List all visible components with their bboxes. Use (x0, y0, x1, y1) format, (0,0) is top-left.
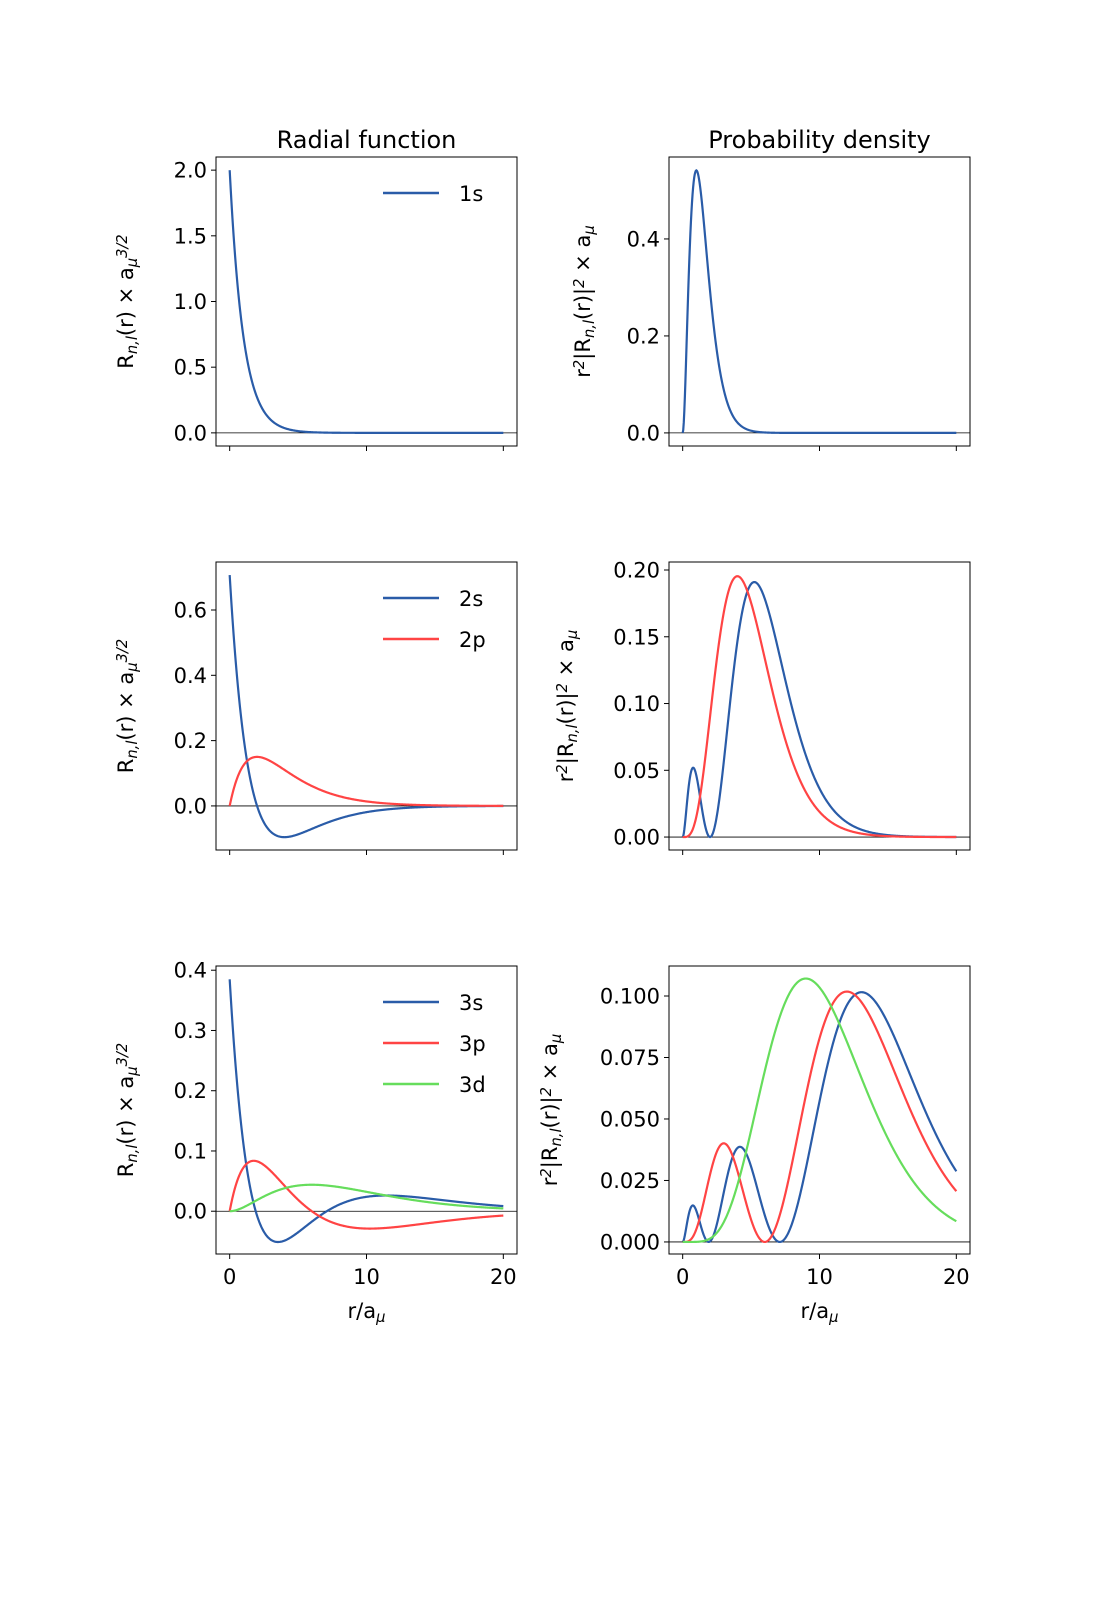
y-axis-label: Rn,l​(r) × aμ​3/2​ (114, 1043, 141, 1178)
series-line-3p (228, 1159, 504, 1230)
legend-label-1s: 1s (459, 182, 483, 206)
y-tick-label: 2.0 (174, 159, 207, 183)
y-tick-label: 0.0 (174, 1200, 207, 1224)
y-tick-label: 0.1 (174, 1139, 207, 1163)
y-tick-label: 0.20 (613, 559, 660, 583)
series-line-blue (681, 169, 957, 435)
y-tick-label: 0.05 (613, 759, 660, 783)
y-tick-label: 0.3 (174, 1019, 207, 1043)
y-tick-label: 0.10 (613, 692, 660, 716)
legend-label-3p: 3p (459, 1032, 486, 1056)
series-line-2s (228, 574, 504, 839)
subplot-title: Probability density (708, 126, 931, 154)
y-tick-label: 0.2 (174, 729, 207, 753)
x-tick-label: 20 (490, 1265, 517, 1289)
legend: 2s 2p (383, 587, 486, 652)
y-axis-label: r2​|Rn,l​(r)|2​ × aμ​ (554, 630, 581, 782)
x-tick-label: 0 (223, 1265, 236, 1289)
legend-label-3d: 3d (459, 1073, 486, 1097)
legend: 3s 3p 3d (383, 991, 486, 1097)
subplot-radial-3: 0 10 20 0.0 0.1 0.2 0.3 0.4 Rn,l​(r) × aμ​3/2​ r/… (114, 959, 518, 1326)
y-tick-label: 0.5 (174, 356, 207, 380)
y-tick-label: 0.0 (627, 421, 660, 445)
subplot-radial-2: 0.0 0.2 0.4 0.6 Rn,l​(r) × aμ​3/2​ 2s 2p (114, 561, 518, 855)
y-tick-label: 0.075 (600, 1046, 660, 1070)
y-tick-label: 0.15 (613, 625, 660, 649)
legend: 1s (383, 182, 483, 206)
y-tick-label: 1.5 (174, 224, 207, 248)
x-tick-label: 10 (806, 1265, 833, 1289)
axes-frame (668, 561, 971, 851)
series-line-green (682, 977, 957, 1244)
series-line-1s (228, 170, 504, 434)
legend-label-3s: 3s (459, 991, 483, 1015)
y-tick-label: 0.4 (627, 227, 660, 251)
y-axis-label: r2​|Rn,l​(r)|2​ × aμ​ (538, 1034, 565, 1186)
subplot-title: Radial function (277, 126, 457, 154)
x-axis-label: r/aμ​ (801, 1299, 839, 1326)
x-tick-label: 0 (676, 1265, 689, 1289)
x-tick-label: 20 (943, 1265, 970, 1289)
series-line-2p (228, 755, 504, 807)
subplot-density-1: 0.0 0.2 0.4 Probability density r2​|Rn,l​(r)… (571, 126, 971, 451)
series-line-red (682, 575, 957, 839)
y-tick-label: 0.000 (600, 1230, 660, 1254)
series-line-blue (681, 991, 958, 1244)
y-tick-label: 0.100 (600, 985, 660, 1009)
subplot-radial-1: 0.0 0.5 1.0 1.5 2.0 Radial function Rn,l​(r) ×… (114, 126, 518, 451)
y-axis-label: Rn,l​(r) × aμ​3/2​ (114, 234, 141, 369)
y-axis-label: Rn,l​(r) × aμ​3/2​ (114, 639, 141, 774)
x-tick-label: 10 (353, 1265, 380, 1289)
y-tick-label: 1.0 (174, 290, 207, 314)
y-tick-label: 0.4 (174, 664, 207, 688)
x-axis-label: r/aμ​ (348, 1299, 386, 1326)
axes-frame (668, 156, 971, 447)
series-line-3s (228, 979, 504, 1244)
y-tick-label: 0.00 (613, 826, 660, 850)
y-tick-label: 0.0 (174, 421, 207, 445)
y-tick-label: 0.050 (600, 1107, 660, 1131)
series-line-blue (681, 580, 957, 839)
series-line-red (682, 990, 958, 1244)
legend-label-2s: 2s (459, 587, 483, 611)
y-axis-label: r2​|Rn,l​(r)|2​ × aμ​ (571, 225, 598, 377)
y-tick-label: 0.0 (174, 794, 207, 818)
y-tick-label: 0.025 (600, 1169, 660, 1193)
series-line-3d (229, 1183, 504, 1213)
subplot-density-2: 0.00 0.05 0.10 0.15 0.20 r2​|Rn,l​(r)|2​ × aμ… (554, 559, 971, 855)
y-tick-label: 0.2 (627, 324, 660, 348)
y-tick-label: 0.4 (174, 959, 207, 983)
legend-label-2p: 2p (459, 628, 486, 652)
subplot-density-3: 0 10 20 0.000 0.025 0.050 0.075 0.100 r2​|Rn,l​(… (538, 965, 971, 1326)
y-tick-label: 0.2 (174, 1079, 207, 1103)
y-tick-label: 0.6 (174, 599, 207, 623)
